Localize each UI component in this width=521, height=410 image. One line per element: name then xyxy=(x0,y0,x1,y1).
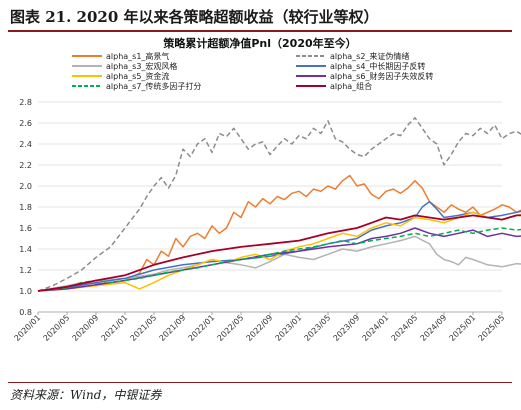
legend-label-1: alpha_s1_高景气 xyxy=(106,51,169,61)
x-tick-label: 2021/01 xyxy=(100,313,130,343)
y-tick-label: 1.6 xyxy=(19,224,32,233)
chart-title: 策略累计超额净值Pnl（2020年至今） xyxy=(162,36,356,50)
x-tick-label: 2020/01 xyxy=(13,313,43,343)
legend-label-7: alpha_s7_传统多因子打分 xyxy=(106,81,201,91)
legend-label-5: alpha_s5_资金流 xyxy=(106,71,169,81)
series-line-6 xyxy=(37,227,521,292)
y-tick-label: 2.8 xyxy=(19,98,32,107)
chart-series xyxy=(37,117,521,292)
series-line-2 xyxy=(37,117,521,292)
x-tick-label: 2021/05 xyxy=(129,313,159,343)
legend-label-2: alpha_s2_来证伪情绪 xyxy=(330,51,409,61)
y-tick-label: 1.2 xyxy=(19,266,32,275)
y-tick-label: 2.6 xyxy=(19,119,32,128)
series-line-8 xyxy=(37,214,521,292)
title-rule xyxy=(8,30,512,32)
chart-gridlines xyxy=(38,101,502,313)
y-tick-label: 1.0 xyxy=(19,287,32,296)
x-tick-label: 2022/09 xyxy=(245,313,275,343)
x-tick-label: 2023/01 xyxy=(274,313,304,343)
excess-return-line-chart: 策略累计超额净值Pnl（2020年至今） alpha_s1_高景气 alpha_s… xyxy=(13,36,521,343)
source-note: 资料来源：Wind，中银证券 xyxy=(10,388,162,402)
y-tick-label: 2.4 xyxy=(19,140,32,149)
x-tick-label: 2020/05 xyxy=(42,313,72,343)
x-tick-label: 2023/09 xyxy=(332,313,362,343)
y-axis: 0.8 1.0 1.2 1.4 1.6 1.8 2.0 2.2 2.4 2.6 2.8 xyxy=(19,98,32,317)
x-tick-label: 2022/01 xyxy=(187,313,217,343)
legend-label-4: alpha_s4_中长期因子反转 xyxy=(330,61,425,71)
legend-label-6: alpha_s6_财务因子失效反转 xyxy=(330,71,433,81)
x-tick-label: 2024/09 xyxy=(419,313,449,343)
legend-label-3: alpha_s3_宏观风格 xyxy=(106,61,177,71)
series-line-7 xyxy=(37,227,521,292)
x-tick-label: 2020/09 xyxy=(71,313,101,343)
x-tick-label: 2023/05 xyxy=(303,313,333,343)
legend-label-8: alpha_组合 xyxy=(330,81,372,91)
x-tick-label: 2022/05 xyxy=(216,313,246,343)
x-axis: 2020/01 2020/05 2020/09 2021/01 2021/05 2021/… xyxy=(13,312,507,343)
series-line-1 xyxy=(37,174,521,292)
y-tick-label: 1.4 xyxy=(19,245,32,254)
y-tick-label: 0.8 xyxy=(19,308,32,317)
page-title: 图表 21. 2020 年以来各策略超额收益（较行业等权） xyxy=(10,8,379,26)
x-tick-label: 2025/05 xyxy=(477,313,507,343)
x-tick-label: 2025/01 xyxy=(448,313,478,343)
x-tick-label: 2024/01 xyxy=(361,313,391,343)
y-tick-label: 1.8 xyxy=(19,203,32,212)
x-tick-label: 2021/09 xyxy=(158,313,188,343)
y-tick-label: 2.2 xyxy=(19,161,32,170)
x-tick-label: 2024/05 xyxy=(390,313,420,343)
source-rule xyxy=(8,382,512,383)
series-line-3 xyxy=(37,235,521,292)
y-tick-label: 2.0 xyxy=(19,182,32,191)
